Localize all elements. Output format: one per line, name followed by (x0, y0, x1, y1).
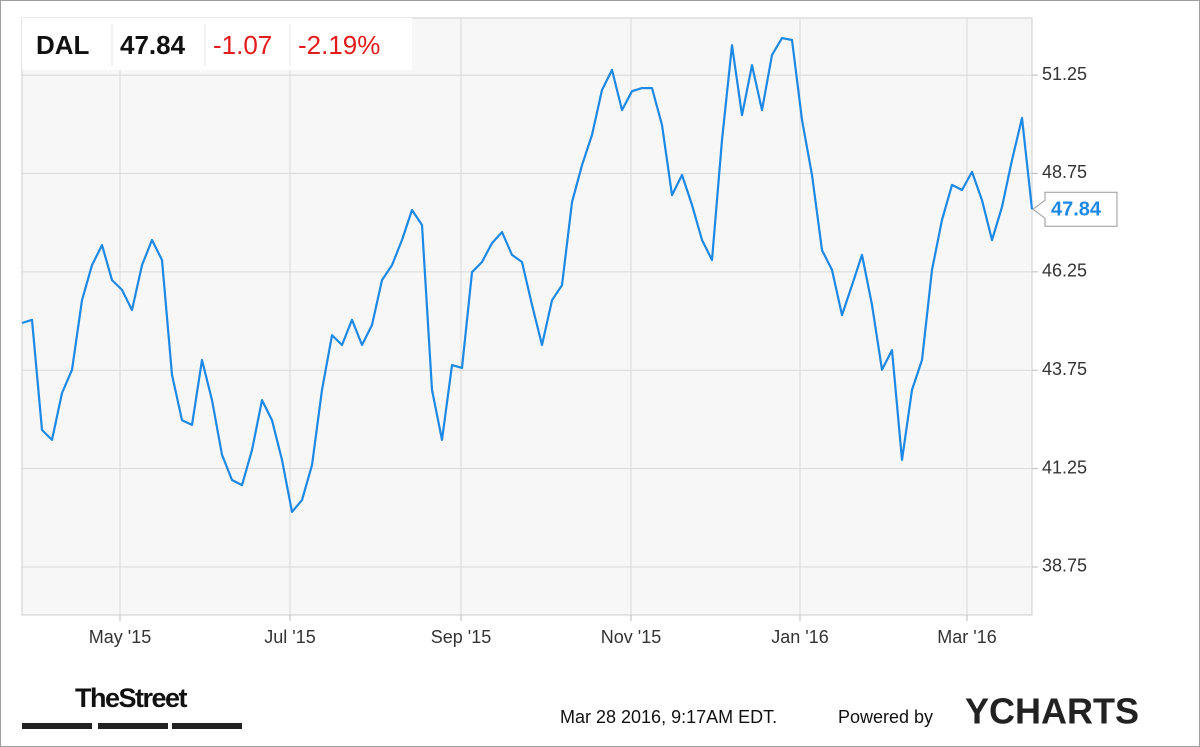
price: 47.84 (120, 30, 186, 60)
grid (22, 18, 1038, 621)
last-value-label: 47.84 (1051, 199, 1102, 221)
header-box: DAL 47.84 -1.07 -2.19% (22, 18, 412, 70)
y-tick-label: 38.75 (1042, 556, 1087, 576)
plot-area (21, 17, 1033, 616)
x-tick-label: Mar '16 (937, 627, 996, 647)
y-tick-label: 48.75 (1042, 162, 1087, 182)
logo-bar (172, 723, 242, 729)
footer: TheStreet Mar 28 2016, 9:17AM EDT. Power… (22, 683, 1139, 732)
x-tick-label: May '15 (89, 627, 151, 647)
x-tick-label: Jan '16 (771, 627, 828, 647)
timestamp: Mar 28 2016, 9:17AM EDT. (560, 707, 777, 727)
brand: YCHARTS (965, 691, 1139, 732)
ticker: DAL (36, 30, 90, 60)
series-layer (21, 37, 1034, 513)
y-tick-label: 46.25 (1042, 261, 1087, 281)
logo-bar (98, 723, 168, 729)
powered-by: Powered by (838, 707, 933, 727)
last-value-box (1032, 191, 1118, 227)
x-tick-label: Jul '15 (264, 627, 315, 647)
price-line (21, 37, 1034, 513)
y-tick-label: 41.25 (1042, 457, 1087, 477)
header-background (22, 18, 412, 70)
x-tick-label: Nov '15 (601, 627, 661, 647)
x-tick-label: Sep '15 (431, 627, 492, 647)
y-tick-label: 51.25 (1042, 64, 1087, 84)
source-logo: TheStreet (75, 683, 188, 713)
logo-bar (22, 723, 92, 729)
y-tick-label: 43.75 (1042, 359, 1087, 379)
change: -1.07 (213, 30, 272, 60)
change-percent: -2.19% (298, 30, 380, 60)
